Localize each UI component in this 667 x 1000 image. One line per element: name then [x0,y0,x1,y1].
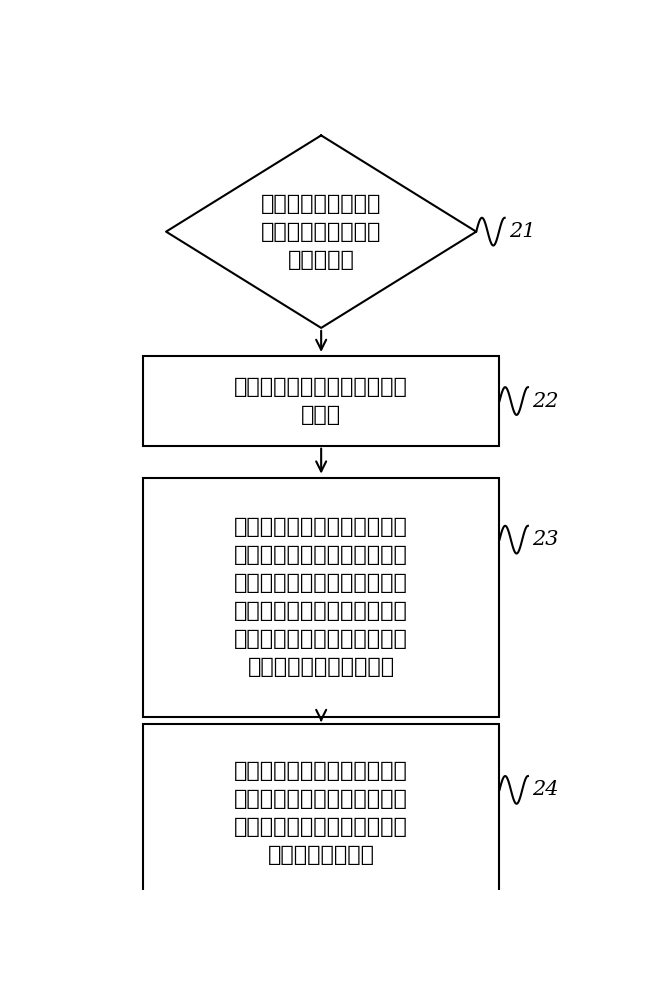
Bar [143,724,500,902]
Bar [143,356,500,446]
Text: 在所述车速大于预定车速且所
述制动踏板开度不为零时，按
照制动踏板开度与能量回收等
级之间的预定对应关系，确定
汽车的能量回收模式开启后的
第二待切换能量回收等: 在所述车速大于预定车速且所 述制动踏板开度不为零时，按 照制动踏板开度与能量回收… [234,517,408,677]
Text: 开启汽车的能量回收模式，并
控制所述能量回收模式开启后
的能量回收能级为所述第二待
切换能量回收等级: 开启汽车的能量回收模式，并 控制所述能量回收模式开启后 的能量回收能级为所述第二… [234,761,408,865]
Bar [143,478,500,717]
Text: 23: 23 [532,530,558,549]
Text: 获取汽车当前的车速和制动踏
板开度: 获取汽车当前的车速和制动踏 板开度 [234,377,408,425]
Text: 24: 24 [532,780,558,799]
Text: 21: 21 [509,222,536,241]
Text: 检测汽车当前的行驶
状态是否满足带挡滑
行行驶状态: 检测汽车当前的行驶 状态是否满足带挡滑 行行驶状态 [261,194,382,270]
Text: 22: 22 [532,392,558,411]
